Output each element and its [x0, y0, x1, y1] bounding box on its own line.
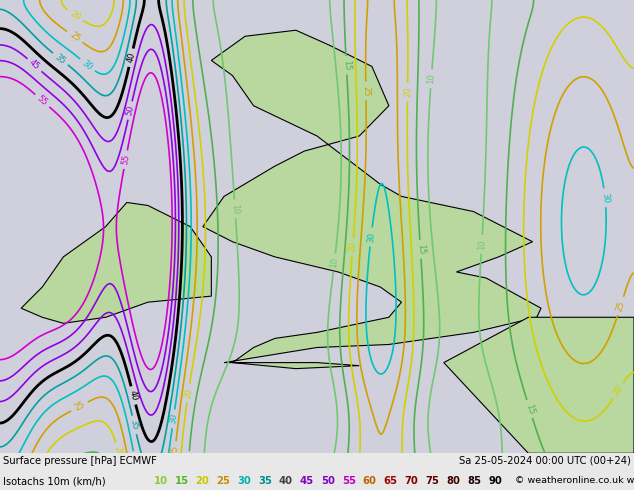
- Text: 25: 25: [68, 30, 82, 44]
- Text: 30: 30: [600, 192, 610, 203]
- Text: 40: 40: [279, 476, 293, 486]
- Text: 50: 50: [321, 476, 335, 486]
- Text: 60: 60: [363, 476, 377, 486]
- Text: 80: 80: [446, 476, 460, 486]
- Bar: [0, 453, 634, 490]
- Text: 15: 15: [342, 60, 351, 71]
- Text: 30: 30: [237, 476, 251, 486]
- Text: 10: 10: [427, 73, 436, 84]
- Text: 15: 15: [105, 466, 117, 479]
- Text: 20: 20: [403, 87, 412, 98]
- Text: 25: 25: [216, 476, 230, 486]
- Text: Surface pressure [hPa] ECMWF: Surface pressure [hPa] ECMWF: [3, 456, 157, 466]
- Text: 10: 10: [153, 476, 167, 486]
- Text: 35: 35: [258, 476, 272, 486]
- Text: 15: 15: [184, 455, 193, 466]
- Text: 90: 90: [488, 476, 502, 486]
- Text: 45: 45: [300, 476, 314, 486]
- Text: 10: 10: [329, 257, 339, 269]
- Text: 10: 10: [230, 203, 240, 214]
- Text: 50: 50: [124, 104, 136, 117]
- Text: 15: 15: [416, 244, 425, 255]
- Text: 25: 25: [73, 400, 86, 413]
- Polygon shape: [444, 318, 634, 453]
- Text: 20: 20: [348, 241, 358, 252]
- Text: 30: 30: [366, 231, 376, 243]
- Text: 75: 75: [425, 476, 439, 486]
- Text: 30: 30: [130, 454, 141, 466]
- Text: 20: 20: [195, 476, 209, 486]
- Text: 20: 20: [612, 384, 624, 397]
- Text: © weatheronline.co.uk weatheronline.co.uk: © weatheronline.co.uk weatheronline.co.u…: [515, 476, 634, 485]
- Text: 45: 45: [27, 58, 41, 72]
- Polygon shape: [21, 202, 211, 323]
- Text: 25: 25: [170, 445, 180, 457]
- Text: 25: 25: [361, 86, 370, 96]
- Text: 25: 25: [615, 299, 626, 312]
- Text: 15: 15: [524, 403, 536, 416]
- Text: 65: 65: [384, 476, 398, 486]
- Text: 85: 85: [467, 476, 481, 486]
- Text: 10: 10: [477, 239, 486, 250]
- Text: 30: 30: [168, 413, 179, 425]
- Text: 35: 35: [53, 52, 67, 66]
- Text: 55: 55: [120, 154, 131, 166]
- Text: 55: 55: [342, 476, 356, 486]
- Text: Sa 25-05-2024 00:00 UTC (00+24): Sa 25-05-2024 00:00 UTC (00+24): [459, 456, 631, 466]
- Text: Isotachs 10m (km/h): Isotachs 10m (km/h): [3, 476, 109, 486]
- Text: 30: 30: [81, 58, 94, 72]
- Text: 40: 40: [127, 389, 139, 402]
- Text: 40: 40: [126, 51, 137, 64]
- Text: 55: 55: [36, 94, 49, 107]
- Polygon shape: [203, 30, 541, 368]
- Text: 15: 15: [174, 476, 188, 486]
- Text: 20: 20: [113, 446, 124, 458]
- Text: 35: 35: [129, 419, 140, 431]
- Text: 15: 15: [609, 462, 623, 476]
- Text: 20: 20: [183, 387, 193, 399]
- Text: 70: 70: [404, 476, 418, 486]
- Text: 20: 20: [68, 9, 82, 23]
